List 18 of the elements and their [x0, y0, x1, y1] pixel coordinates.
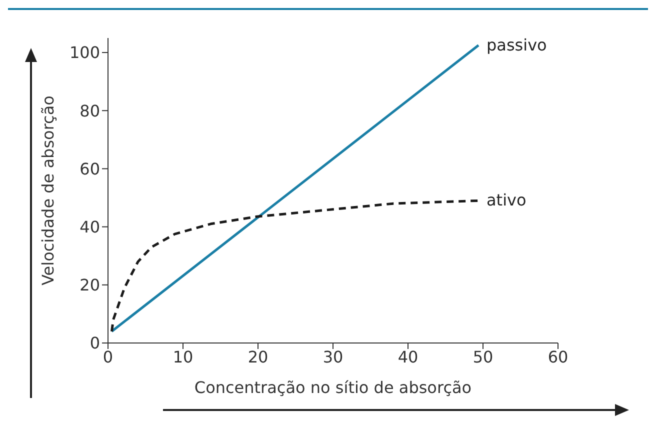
- x-tick-label: 0: [102, 347, 114, 366]
- series-label: ativo: [486, 190, 526, 210]
- y-axis-title: Velocidade de absorção: [38, 96, 58, 286]
- y-tick-label: 20: [80, 276, 100, 295]
- x-tick-label: 60: [548, 347, 568, 366]
- x-tick-label: 40: [398, 347, 418, 366]
- x-tick-label: 50: [472, 347, 494, 366]
- y-tick-label: 40: [80, 217, 100, 236]
- x-axis-title: Concentração no sítio de absorção: [194, 378, 472, 397]
- x-tick-label: 10: [172, 347, 194, 366]
- x-tick-label: 20: [248, 347, 268, 366]
- y-tick-label: 60: [80, 159, 100, 178]
- line-series: [110, 199, 480, 333]
- y-tick-label: 100: [69, 43, 100, 62]
- y-tick-label: 0: [90, 334, 100, 353]
- series-label: passivo: [486, 35, 547, 54]
- y-tick-label: 80: [80, 101, 100, 120]
- x-tick-label: 30: [322, 347, 344, 366]
